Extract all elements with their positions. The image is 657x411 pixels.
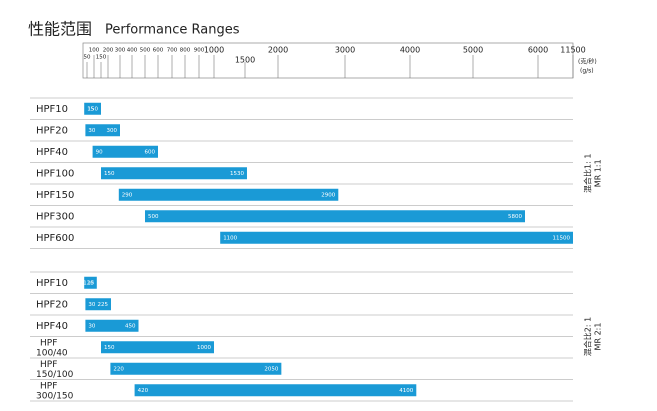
- unit-label: (g/s): [580, 68, 594, 75]
- x-tick-label: 5000: [463, 46, 483, 55]
- bar-low-label: 1100: [223, 235, 237, 241]
- category-label: HPF150: [36, 190, 74, 201]
- category-label: HPF40: [36, 147, 68, 158]
- range-bar: [84, 102, 101, 115]
- x-tick-label: 100: [89, 48, 100, 54]
- x-tick-label: 150: [96, 55, 107, 61]
- chart-subtitle: Performance Ranges: [105, 23, 240, 38]
- x-tick-label: 800: [180, 48, 191, 54]
- x-tick-label: 900: [194, 48, 205, 54]
- group-label: MR 1:1: [594, 159, 603, 187]
- bar-low-label: 220: [113, 366, 124, 372]
- bar-low-label: 30: [88, 302, 95, 308]
- range-bar: [145, 210, 525, 223]
- x-tick-label: 500: [140, 48, 151, 54]
- bar-high-label: 150: [88, 106, 99, 112]
- range-bar: [92, 145, 158, 158]
- range-bar: [85, 298, 111, 311]
- x-tick-label: 4000: [400, 46, 420, 55]
- range-bar: [118, 188, 339, 201]
- bar-high-label: 450: [125, 323, 136, 329]
- x-tick-label: 1000: [204, 46, 224, 55]
- category-label: HPF10: [36, 104, 68, 115]
- bar-high-label: 1000: [197, 345, 211, 351]
- group-label: MR 2:1: [594, 323, 603, 351]
- range-bar: [220, 231, 573, 244]
- category-label: HPF100: [36, 168, 74, 179]
- category-label: HPF600: [36, 233, 74, 244]
- bar-high-label: 11500: [553, 235, 571, 241]
- x-tick-label: 200: [103, 48, 114, 54]
- bar-high-label: 2900: [321, 192, 335, 198]
- bar-low-label: 30: [88, 128, 95, 134]
- x-tick-label: 400: [127, 48, 138, 54]
- category-label: HPF300: [36, 211, 74, 222]
- x-tick-label: 50: [84, 55, 91, 61]
- bar-high-label: 300: [107, 128, 118, 134]
- bar-high-label: 600: [145, 149, 156, 155]
- bar-low-label: 420: [138, 388, 149, 394]
- range-bar: [134, 384, 417, 397]
- bar-low-label: 15: [87, 106, 94, 112]
- x-tick-label: 1500: [235, 56, 255, 65]
- x-tick-label: 2000: [268, 46, 288, 55]
- bar-high-label: 1530: [230, 171, 244, 177]
- category-label: HPF 300/150: [36, 381, 74, 401]
- bar-high-label: 2050: [264, 366, 278, 372]
- range-bar: [85, 319, 139, 332]
- bar-low-label: 500: [148, 214, 159, 220]
- bar-low-label: 150: [104, 345, 115, 351]
- category-label: HPF 150/100: [36, 359, 74, 379]
- range-bar: [84, 276, 97, 289]
- range-bar: [101, 341, 214, 354]
- group-label: 混合比1: 1: [583, 154, 593, 193]
- x-tick-label: 11500: [560, 46, 585, 55]
- category-label: HPF 100/40: [36, 338, 68, 358]
- unit-label: (克/秒): [578, 58, 597, 66]
- chart-title: 性能范围: [28, 20, 92, 39]
- category-label: HPF40: [36, 321, 68, 332]
- category-label: HPF10: [36, 278, 68, 289]
- bar-high-label: 120: [83, 280, 94, 286]
- x-tick-label: 700: [167, 48, 178, 54]
- bar-low-label: 90: [96, 149, 103, 155]
- category-label: HPF20: [36, 299, 68, 310]
- range-bar: [85, 124, 120, 137]
- bar-low-label: 15: [87, 280, 94, 286]
- range-bar: [110, 362, 282, 375]
- bar-low-label: 30: [88, 323, 95, 329]
- bar-low-label: 150: [104, 171, 115, 177]
- category-label: HPF20: [36, 125, 68, 136]
- range-bar: [101, 167, 247, 180]
- bar-low-label: 290: [122, 192, 133, 198]
- x-tick-label: 300: [115, 48, 126, 54]
- group-label: 混合比2: 1: [583, 317, 593, 356]
- bar-high-label: 225: [98, 302, 109, 308]
- x-tick-label: 600: [153, 48, 164, 54]
- x-tick-label: 6000: [528, 46, 548, 55]
- bar-high-label: 5800: [508, 214, 522, 220]
- x-tick-label: 3000: [335, 46, 355, 55]
- bar-high-label: 4100: [399, 388, 413, 394]
